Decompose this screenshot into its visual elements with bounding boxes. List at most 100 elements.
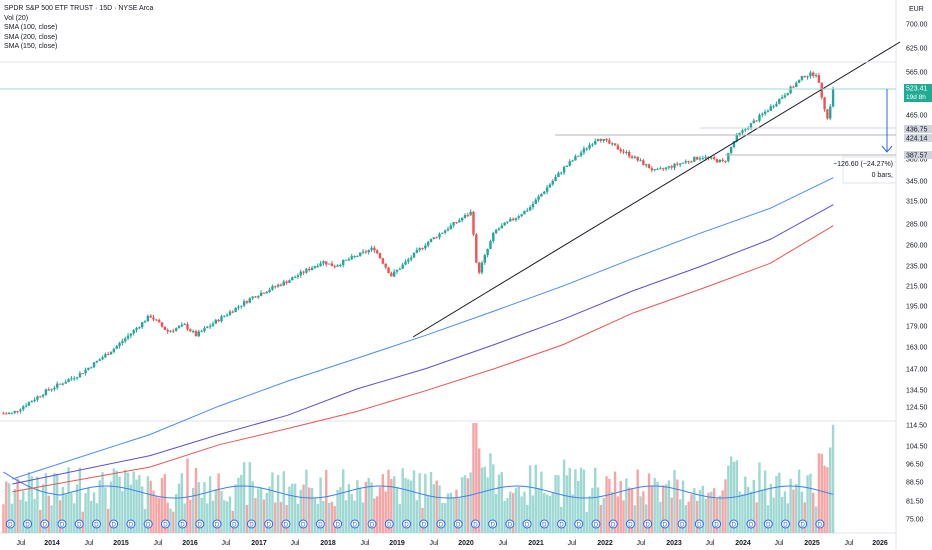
candle (87, 367, 90, 370)
candle (214, 319, 218, 324)
candle (412, 252, 416, 258)
volume-bar (104, 487, 107, 533)
candle (426, 242, 430, 246)
x-tick-label: 2019 (389, 540, 405, 547)
candle (123, 338, 127, 342)
candle (568, 161, 571, 166)
volume-bar (107, 508, 110, 533)
candle (398, 268, 402, 270)
volume-bar (293, 483, 297, 533)
volume-bar (415, 500, 419, 533)
x-tick-label: 2024 (735, 540, 751, 547)
volume-bar (87, 487, 90, 533)
volume-bar (333, 506, 336, 533)
candle (741, 130, 744, 133)
x-tick-label: Jul (568, 540, 577, 547)
dividend-marker-label: D (714, 523, 719, 529)
volume-bar (24, 501, 28, 533)
dividend-marker (780, 519, 790, 529)
candle (50, 389, 53, 391)
candle (687, 161, 690, 163)
volume-bar (460, 477, 464, 533)
volume-bar (480, 467, 484, 533)
candle (534, 199, 537, 204)
candle (257, 295, 260, 298)
volume-bar (308, 487, 311, 533)
y-tick-label: 345.00 (906, 179, 928, 186)
volume-bar (687, 501, 690, 533)
candle (523, 210, 526, 215)
candle (458, 220, 461, 223)
candle (112, 348, 116, 352)
volume-bar (789, 478, 792, 533)
volume-bar (463, 475, 467, 533)
candle (619, 149, 622, 152)
volume-bar (628, 487, 631, 533)
volume-bar (180, 473, 184, 533)
y-tick-label: 285.00 (906, 222, 928, 229)
volume-bar (486, 477, 489, 533)
x-tick-label: Jul (775, 540, 784, 547)
dividend-marker-label: D (60, 523, 65, 529)
candle (489, 241, 492, 249)
volume-bar (186, 458, 189, 533)
candle (701, 158, 705, 160)
price-tag-label: 436.75 (906, 127, 928, 134)
indicator-sma-150[interactable]: SMA (150, close) (4, 43, 58, 51)
dividend-marker-label: D (542, 523, 547, 529)
candle (58, 383, 62, 385)
y-tick-label: 134.50 (906, 388, 928, 395)
volume-bar (744, 476, 747, 533)
volume-bar (279, 502, 283, 533)
candle (157, 320, 161, 323)
dividend-marker (470, 519, 480, 529)
chart-title[interactable]: SPDR S&P 500 ETF TRUST · 15D · NYSE Arca (4, 5, 154, 12)
dividend-marker-label: D (215, 523, 220, 529)
volume-bar (426, 495, 430, 533)
indicator-sma-200[interactable]: SMA (200, close) (4, 33, 58, 41)
candle (608, 140, 611, 144)
y-tick-label: 124.50 (906, 405, 928, 412)
volume-bar (537, 487, 540, 533)
dividend-marker-label: D (645, 523, 650, 529)
volume-bar (121, 491, 124, 533)
candle (517, 216, 520, 218)
volume-bar (611, 491, 614, 533)
dividend-marker (625, 519, 635, 529)
volume-bar (191, 487, 195, 533)
candle (670, 166, 673, 168)
volume-bar (724, 479, 727, 533)
price-tag-label: 523.41 (906, 86, 928, 93)
volume-bar (636, 469, 639, 533)
dividend-marker (74, 519, 84, 529)
dividend-marker (126, 519, 136, 529)
candle (299, 271, 302, 276)
volume-bar (39, 509, 42, 533)
dividend-marker-label: D (112, 523, 117, 529)
volume-bar (95, 503, 99, 533)
volume-bar (194, 467, 198, 533)
volume-bar (356, 480, 359, 533)
volume-bar (562, 459, 566, 533)
volume-bar (690, 494, 693, 533)
candle (432, 237, 436, 240)
indicator-volume[interactable]: Vol (20) (4, 14, 29, 22)
dividend-marker-label: D (318, 523, 323, 529)
dividend-marker (608, 519, 618, 529)
dividend-marker (109, 519, 119, 529)
volume-bar (599, 504, 603, 533)
volume-bar (409, 480, 413, 533)
candle (53, 387, 56, 390)
volume-bar (152, 490, 155, 533)
volume-bar (44, 473, 48, 533)
volume-bar (786, 503, 789, 533)
candle (628, 152, 631, 157)
dividend-marker-label: D (818, 523, 823, 529)
indicator-sma-100[interactable]: SMA (100, close) (4, 24, 58, 32)
candle (783, 95, 787, 98)
volume-bar (404, 477, 407, 533)
candle (429, 239, 433, 243)
volume-bar (61, 486, 65, 533)
volume-bar (330, 501, 334, 533)
